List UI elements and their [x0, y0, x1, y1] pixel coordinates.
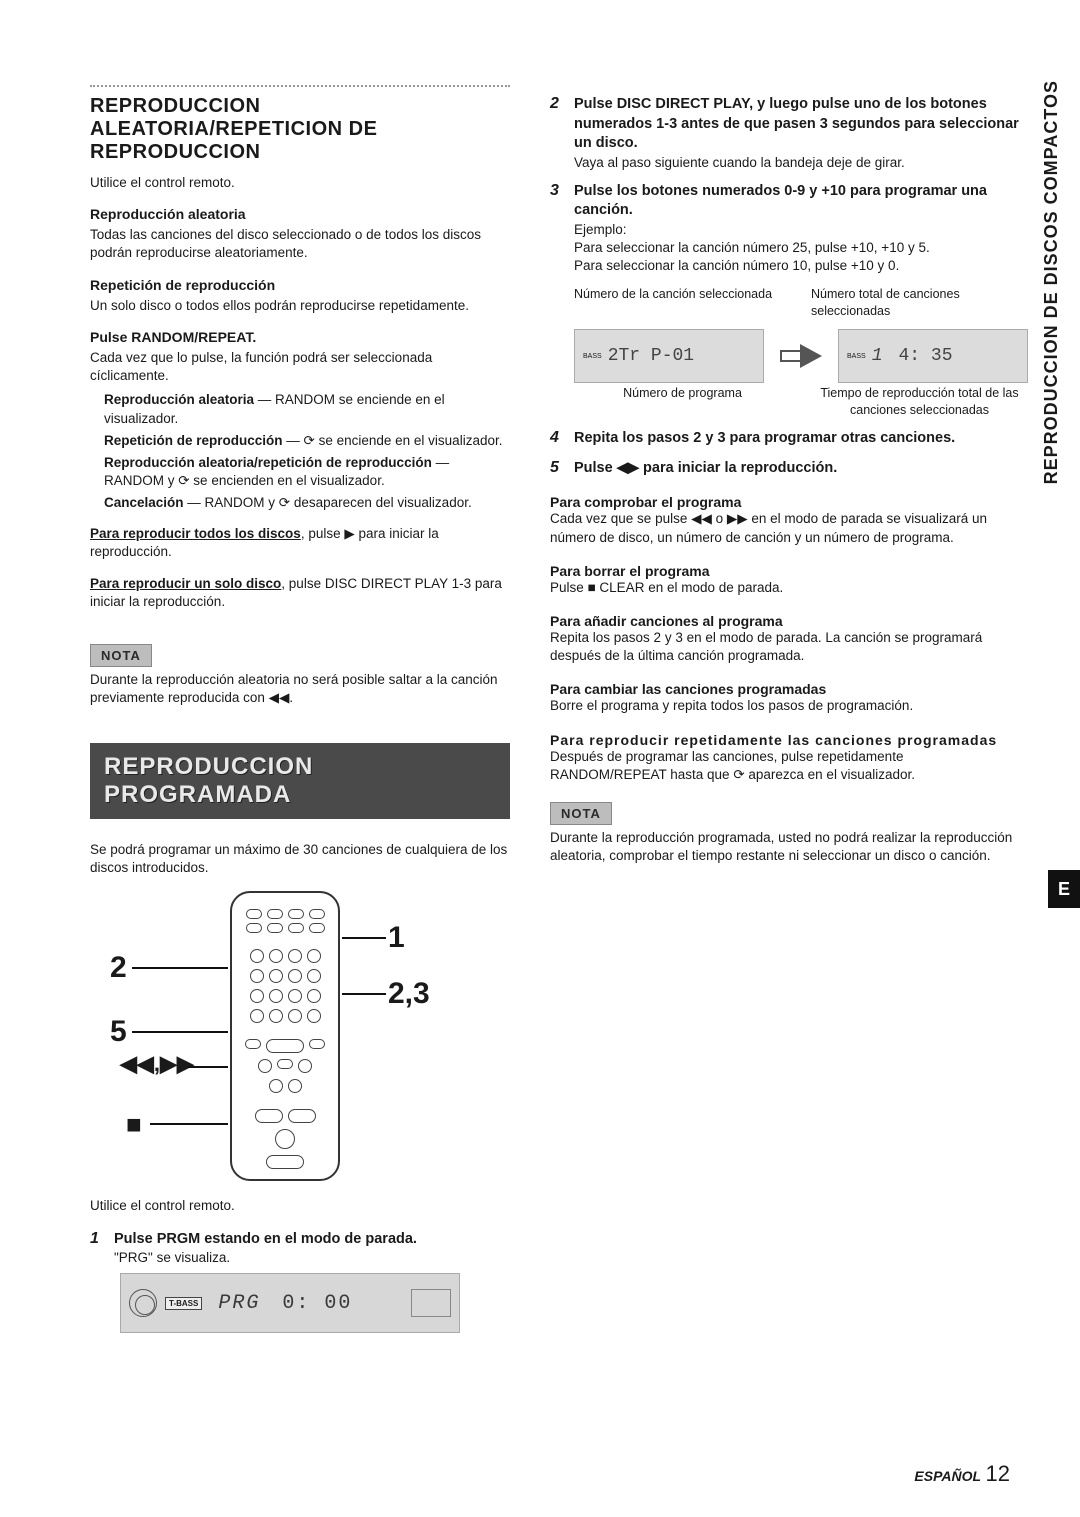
clear-body: Pulse ■ CLEAR en el modo de parada. — [550, 579, 1020, 597]
disp1-badge: BASS — [583, 352, 602, 361]
step2-num: 2 — [550, 95, 566, 172]
step3-example-2: Para seleccionar la canción número 10, p… — [574, 257, 1028, 275]
lcd1-seg1: PRG — [218, 1292, 260, 1315]
step4-lead: Repita los pasos 2 y 3 para programar ot… — [574, 429, 1020, 449]
callout-rew-ff: ◀◀,▶▶ — [120, 1051, 194, 1077]
callout-5: 5 — [110, 1015, 127, 1049]
callout-stop: ■ — [126, 1109, 142, 1140]
nota-label-2: NOTA — [550, 802, 612, 825]
footer-page-number: 12 — [986, 1461, 1010, 1486]
nota-label-1: NOTA — [90, 644, 152, 667]
check-body: Cada vez que se pulse ◀◀ o ▶▶ en el modo… — [550, 510, 1020, 546]
callout-23: 2,3 — [388, 977, 430, 1011]
disp-label-bot-left: Número de programa — [574, 385, 791, 419]
callout-1: 1 — [388, 921, 405, 955]
side-tab: E — [1048, 870, 1080, 908]
repeat-prog-h: Para reproducir repetidamente las cancio… — [550, 732, 1020, 748]
pulse-body: Cada vez que lo pulse, la función podrá … — [90, 349, 510, 385]
mode4-body: — RANDOM y ⟳ desaparecen del visualizado… — [184, 495, 472, 510]
play-all-h: Para reproducir todos los discos — [90, 526, 301, 541]
mode1-h: Reproducción aleatoria — [104, 392, 254, 407]
use-remote-text-2: Utilice el control remoto. — [90, 1197, 510, 1215]
disp-label-bot-right: Tiempo de reproducción total de las canc… — [811, 385, 1028, 419]
step3-example-1: Para seleccionar la canción número 25, p… — [574, 239, 1028, 257]
disp-label-top-right: Número total de canciones seleccionadas — [811, 286, 1028, 320]
lcd1-seg2: 0: 00 — [282, 1292, 352, 1315]
step3-example-h: Ejemplo: — [574, 221, 1028, 239]
step2-lead: Pulse DISC DIRECT PLAY, y luego pulse un… — [574, 95, 1020, 154]
repeat-heading: Repetición de reproducción — [90, 277, 510, 293]
check-h: Para comprobar el programa — [550, 494, 1020, 510]
mode3-h: Reproducción aleatoria/repetición de rep… — [104, 455, 432, 470]
disp1-seg: 2Tr P-01 — [608, 344, 694, 368]
step2-note: Vaya al paso siguiente cuando la bandeja… — [574, 154, 1020, 172]
step3-lead: Pulse los botones numerados 0-9 y +10 pa… — [574, 182, 1028, 221]
step5-num: 5 — [550, 459, 566, 479]
random-body: Todas las canciones del disco selecciona… — [90, 226, 510, 262]
disp-label-top-left: Número de la canción seleccionada — [574, 286, 791, 320]
step1-num: 1 — [90, 1230, 106, 1268]
section2-banner: REPRODUCCION PROGRAMADA — [90, 743, 510, 819]
mode4-h: Cancelación — [104, 495, 184, 510]
vertical-section-label: REPRODUCCION DE DISCOS COMPACTOS — [1041, 80, 1062, 484]
callout-2: 2 — [110, 951, 127, 985]
repeat-prog-body: Después de programar las canciones, puls… — [550, 748, 1020, 784]
step4-num: 4 — [550, 429, 566, 449]
mode2-h: Repetición de reproducción — [104, 433, 283, 448]
disp2-seg1: 1 — [872, 344, 883, 368]
nota-body-1: Durante la reproducción aleatoria no ser… — [90, 671, 510, 707]
play-one-h: Para reproducir un solo disco — [90, 576, 281, 591]
change-body: Borre el programa y repita todos los pas… — [550, 697, 1020, 715]
mode2-body: — ⟳ se enciende en el visualizador. — [283, 433, 503, 448]
add-body: Repita los pasos 2 y 3 en el modo de par… — [550, 629, 1020, 665]
nota-body-2: Durante la reproducción programada, uste… — [550, 829, 1020, 865]
use-remote-text: Utilice el control remoto. — [90, 174, 510, 192]
footer-language: ESPAÑOL — [914, 1468, 981, 1484]
step3-num: 3 — [550, 182, 566, 419]
lcd1-badge: T-BASS — [165, 1297, 202, 1310]
display-box-1: BASS 2Tr P-01 — [574, 329, 764, 383]
change-h: Para cambiar las canciones programadas — [550, 681, 1020, 697]
prog-intro: Se podrá programar un máximo de 30 canci… — [90, 841, 510, 877]
step5-lead: Pulse ◀▶ para iniciar la reproducción. — [574, 459, 1020, 479]
section1-title: REPRODUCCION ALEATORIA/REPETICION DE REP… — [90, 85, 510, 164]
step1-note: "PRG" se visualiza. — [114, 1249, 510, 1267]
arrow-icon — [800, 344, 822, 368]
page-footer: ESPAÑOL 12 — [914, 1461, 1010, 1487]
disp2-seg2: 4: 35 — [899, 344, 953, 368]
add-h: Para añadir canciones al programa — [550, 613, 1020, 629]
step1-lead: Pulse PRGM estando en el modo de parada. — [114, 1230, 510, 1250]
pulse-heading: Pulse RANDOM/REPEAT. — [90, 329, 510, 345]
clear-h: Para borrar el programa — [550, 563, 1020, 579]
random-heading: Reproducción aleatoria — [90, 206, 510, 222]
display-box-2: BASS 1 4: 35 — [838, 329, 1028, 383]
lcd-display-1: T-BASS PRG 0: 00 — [120, 1273, 460, 1333]
remote-diagram: 2 5 ◀◀,▶▶ ■ 1 2,3 — [90, 891, 470, 1191]
repeat-body: Un solo disco o todos ellos podrán repro… — [90, 297, 510, 315]
disp2-badge: BASS — [847, 352, 866, 361]
